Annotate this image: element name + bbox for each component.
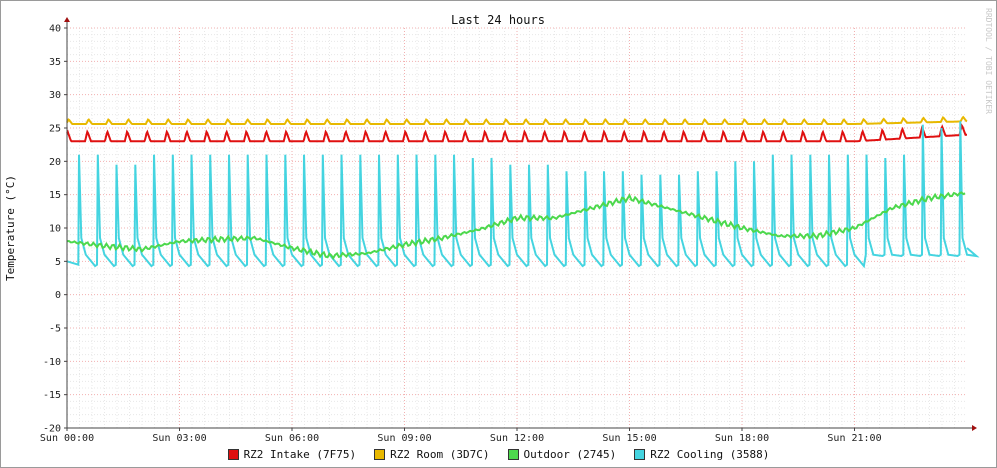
legend-swatch-cooling [634,448,646,460]
series-line-cooling [66,121,980,269]
y-tick-label: 40 [49,24,61,35]
y-tick-label: 35 [49,57,61,68]
legend-label-cooling: RZ2 Cooling (3588) [650,447,770,461]
y-tick-labels: 40 35 30 25 20 15 10 5 0 -5 -10 -15 -20 [43,24,67,435]
series-line-outdoor [66,191,966,261]
axes [64,17,977,431]
legend-label-room: RZ2 Room (3D7C) [390,447,490,461]
x-tick-label: Sun 09:00 [377,433,431,444]
y-tick-label: 25 [49,124,61,135]
x-axis-arrow [972,425,977,431]
y-tick-label: 0 [55,290,61,301]
y-axis-arrow [64,17,70,22]
x-tick-label: Sun 06:00 [265,433,319,444]
y-tick-label: -15 [43,390,61,401]
chart-title: Last 24 hours [451,13,545,27]
x-tick-label: Sun 15:00 [602,433,656,444]
x-tick-label: Sun 00:00 [40,433,94,444]
x-tick-label: Sun 21:00 [827,433,881,444]
y-tick-label: -20 [43,424,61,435]
y-tick-label: 20 [49,157,61,168]
legend-label-outdoor: Outdoor (2745) [523,447,617,461]
series-line-room [66,115,968,125]
y-tick-label: 10 [49,224,61,235]
legend-item-outdoor: Outdoor (2745) [507,447,617,461]
x-tick-label: Sun 12:00 [490,433,544,444]
x-tick-label: Sun 03:00 [152,433,206,444]
y-tick-label: 30 [49,90,61,101]
y-tick-label: 5 [55,257,61,268]
series-group [66,115,980,269]
legend-item-cooling: RZ2 Cooling (3588) [634,448,769,461]
rrdtool-watermark: RRDTOOL / TOBI OETIKER [984,8,993,114]
legend-swatch-outdoor [507,448,519,460]
y-tick-label: -10 [43,357,61,368]
y-axis-label: Temperature (°C) [4,175,17,281]
legend-swatch-intake [227,448,239,460]
x-tick-label: Sun 18:00 [715,433,769,444]
major-grid [66,27,967,429]
legend-swatch-room [374,448,386,460]
legend-item-room: RZ2 Room (3D7C) [374,447,490,461]
legend-item-intake: RZ2 Intake (7F75) [227,447,357,461]
series-line-intake [66,122,967,143]
legend-label-intake: RZ2 Intake (7F75) [243,447,357,461]
x-tick-labels: Sun 00:00 Sun 03:00 Sun 06:00 Sun 09:00 Sun … [40,428,882,444]
y-tick-label: 15 [49,190,61,201]
legend: RZ2 Intake (7F75) RZ2 Room (3D7C) Outdoo… [0,445,997,463]
y-tick-label: -5 [49,324,61,335]
